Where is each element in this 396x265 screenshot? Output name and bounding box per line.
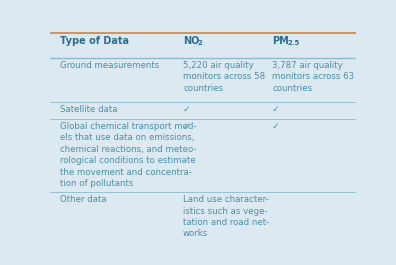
- Text: 2.5: 2.5: [287, 39, 300, 46]
- Text: ✓: ✓: [183, 105, 191, 114]
- Text: Land use character-
istics such as vege-
tation and road net-
works: Land use character- istics such as vege-…: [183, 195, 269, 238]
- Text: Type of Data: Type of Data: [60, 36, 129, 46]
- Text: ✓: ✓: [272, 105, 280, 114]
- Text: 3,787 air quality
monitors across 63
countries: 3,787 air quality monitors across 63 cou…: [272, 61, 354, 93]
- Text: 5,220 air quality
monitors across 58
countries: 5,220 air quality monitors across 58 cou…: [183, 61, 265, 93]
- Text: ✓: ✓: [272, 122, 280, 131]
- Text: Satellite data: Satellite data: [60, 105, 118, 114]
- Text: Global chemical transport mod-
els that use data on emissions,
chemical reaction: Global chemical transport mod- els that …: [60, 122, 197, 188]
- Text: Other data: Other data: [60, 195, 107, 204]
- Text: Ground measurements: Ground measurements: [60, 61, 160, 70]
- Text: ✓: ✓: [183, 122, 191, 131]
- Text: 2: 2: [198, 39, 202, 46]
- Text: PM: PM: [272, 36, 289, 46]
- Text: NO: NO: [183, 36, 199, 46]
